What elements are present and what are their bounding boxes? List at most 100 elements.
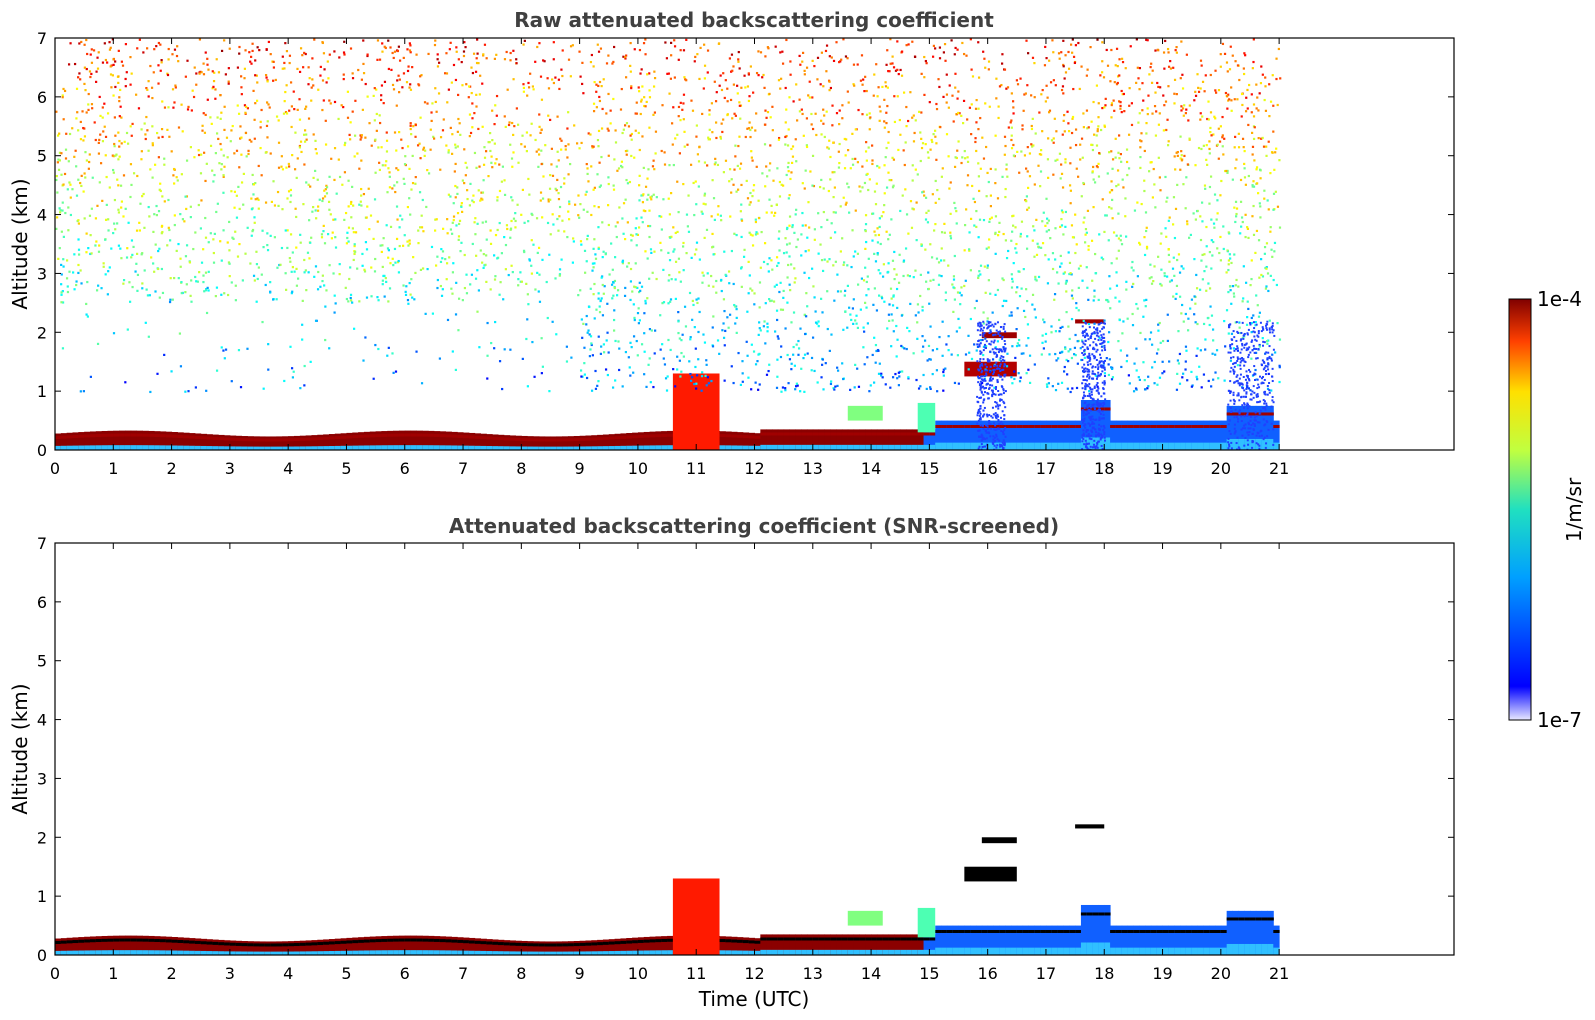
noise-cell <box>138 221 141 224</box>
noise-cell <box>307 117 311 120</box>
noise-cell <box>1131 285 1134 288</box>
noise-cell <box>703 194 706 197</box>
noise-cell <box>794 388 797 391</box>
noise-cell <box>229 140 232 143</box>
cloud-cell <box>964 361 1017 377</box>
noise-cell <box>537 246 541 249</box>
noise-cell <box>406 205 410 209</box>
noise-cell <box>826 290 829 293</box>
noise-cell <box>124 381 127 384</box>
noise-cell <box>599 352 602 355</box>
noise-cell <box>873 73 876 76</box>
backscatter-cell <box>1209 442 1216 450</box>
noise-cell <box>572 240 575 243</box>
noise-cell <box>806 352 809 355</box>
noise-cell <box>789 60 792 63</box>
noise-cell <box>991 311 994 314</box>
noise-cell <box>638 184 641 187</box>
noise-cell <box>626 182 630 185</box>
backscatter-cell <box>527 446 534 450</box>
noise-cell <box>697 160 701 163</box>
noise-cell <box>639 72 642 75</box>
noise-cell <box>530 272 533 275</box>
noise-cell <box>370 144 373 147</box>
noise-cell <box>476 310 479 313</box>
noise-cell <box>864 229 867 233</box>
noise-cell <box>598 80 602 84</box>
noise-cell <box>246 107 250 110</box>
noise-cell <box>1230 261 1233 265</box>
noise-cell <box>1111 198 1114 202</box>
backscatter-cell <box>259 436 266 450</box>
noise-cell <box>1082 319 1085 323</box>
noise-cell <box>628 366 631 369</box>
noise-cell <box>580 141 583 145</box>
backscatter-cell <box>1197 420 1204 450</box>
noise-cell <box>1208 152 1211 155</box>
noise-cell <box>801 211 804 215</box>
noise-cell <box>1259 216 1262 219</box>
backscatter-cell <box>398 433 406 437</box>
noise-cell <box>1193 99 1196 102</box>
noise-cell <box>773 285 776 288</box>
noise-cell <box>953 381 957 385</box>
backscatter-cell <box>206 446 213 450</box>
noise-cell <box>211 87 214 90</box>
noise-cell <box>564 148 567 151</box>
noise-cell <box>885 63 888 66</box>
backscatter-cell <box>993 424 1000 428</box>
backscatter-cell <box>567 438 575 442</box>
noise-cell <box>1206 163 1209 166</box>
noise-cell <box>338 175 342 179</box>
noise-cell <box>1045 57 1048 60</box>
noise-cell <box>1156 383 1159 386</box>
noise-cell <box>482 252 485 256</box>
backscatter-cell <box>737 434 744 438</box>
noise-cell <box>733 112 736 115</box>
noise-cell <box>68 270 71 273</box>
noise-cell <box>323 195 327 198</box>
noise-cell <box>238 166 241 169</box>
noise-cell <box>230 281 233 284</box>
backscatter-cell <box>276 438 283 442</box>
noise-cell <box>321 79 325 82</box>
noise-cell <box>86 280 89 284</box>
noise-cell <box>1184 360 1187 363</box>
noise-cell <box>540 149 543 152</box>
noise-cell <box>1263 252 1266 255</box>
noise-cell <box>748 274 751 277</box>
noise-cell <box>740 203 743 206</box>
noise-cell <box>623 294 627 297</box>
noise-cell <box>1257 109 1260 112</box>
noise-cell <box>1258 345 1261 348</box>
noise-cell <box>114 85 117 89</box>
backscatter-cell <box>958 420 965 450</box>
noise-cell <box>1182 320 1185 323</box>
backscatter-cell <box>1191 442 1199 450</box>
noise-cell <box>525 131 529 134</box>
noise-cell <box>498 221 501 225</box>
noise-cell <box>445 278 448 281</box>
noise-cell <box>449 41 452 44</box>
noise-cell <box>556 115 559 118</box>
noise-cell <box>698 146 701 149</box>
noise-cell <box>936 188 939 192</box>
noise-cell <box>206 57 209 60</box>
backscatter-cell <box>643 445 651 450</box>
backscatter-cell <box>375 434 382 438</box>
noise-cell <box>943 43 947 46</box>
noise-cell <box>266 243 269 247</box>
noise-cell <box>244 49 247 52</box>
noise-cell <box>1054 84 1057 87</box>
noise-cell <box>700 389 703 392</box>
noise-cell <box>1002 299 1006 302</box>
noise-cell <box>1205 144 1208 147</box>
noise-cell <box>1225 309 1229 312</box>
noise-cell <box>747 127 751 130</box>
noise-cell <box>878 166 881 169</box>
noise-cell <box>549 198 552 201</box>
noise-cell <box>630 138 633 141</box>
backscatter-cell <box>544 446 551 450</box>
backscatter-cell <box>55 445 62 450</box>
noise-cell <box>205 311 209 315</box>
